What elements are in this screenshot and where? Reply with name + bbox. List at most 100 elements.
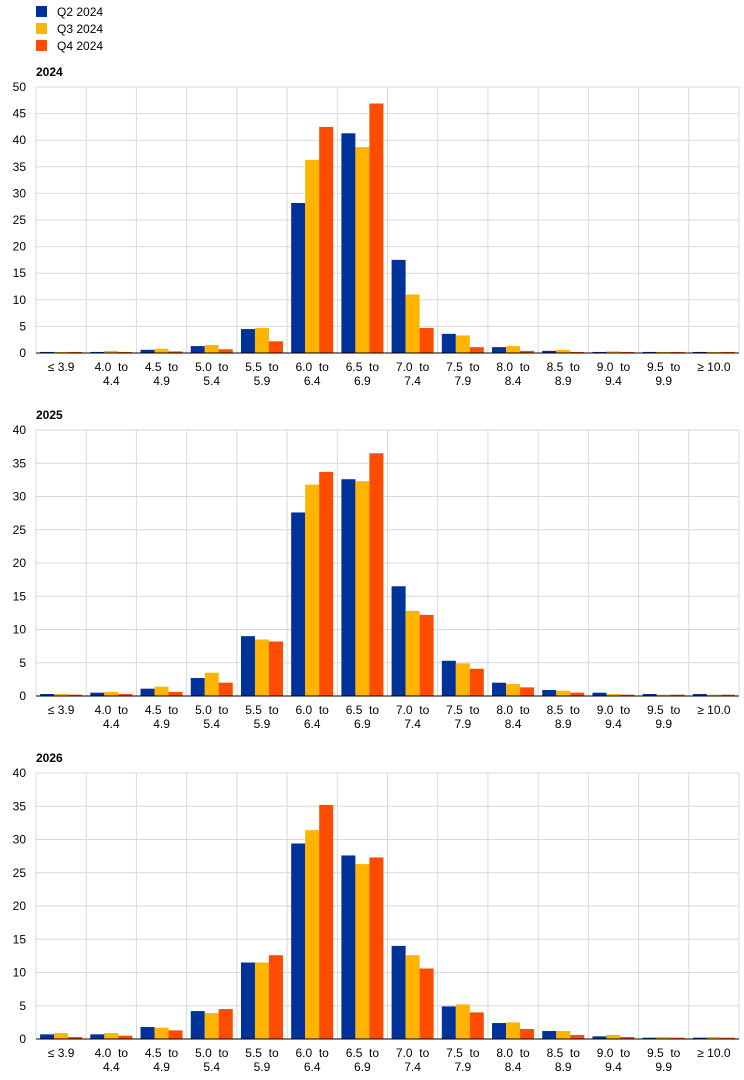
- bar-q2-2024: [240, 962, 255, 1039]
- bar-q4-2024: [520, 1029, 535, 1039]
- x-tick-label: 8.9: [555, 374, 572, 388]
- y-tick-label: 5: [19, 656, 26, 670]
- x-tick-label: 4.4: [103, 1060, 120, 1074]
- bar-q3-2024: [706, 1037, 721, 1039]
- x-tick-label: 5.9: [254, 1060, 271, 1074]
- bar-q2-2024: [90, 692, 105, 696]
- bar-q4-2024: [570, 1035, 585, 1039]
- y-tick-label: 5: [19, 999, 26, 1013]
- y-tick-label: 10: [13, 293, 27, 307]
- bar-q4-2024: [520, 350, 535, 353]
- x-tick-label: 9.5 to: [647, 360, 681, 374]
- x-tick-label: 5.0 to: [195, 1046, 229, 1060]
- x-tick-label: 7.5 to: [446, 1046, 480, 1060]
- bar-q3-2024: [355, 864, 370, 1039]
- y-tick-label: 0: [19, 1032, 26, 1046]
- bar-q3-2024: [405, 955, 420, 1039]
- x-tick-label: 9.9: [655, 717, 672, 731]
- x-tick-label: 6.0 to: [295, 360, 329, 374]
- bar-q2-2024: [40, 694, 55, 696]
- bar-q3-2024: [54, 1033, 69, 1039]
- bar-q2-2024: [391, 259, 406, 353]
- x-tick-label: 6.4: [304, 1060, 321, 1074]
- y-tick-label: 35: [13, 160, 27, 174]
- x-tick-label: ≤ 3.9: [48, 360, 75, 374]
- x-tick-label: ≤ 3.9: [48, 703, 75, 717]
- bar-q4-2024: [369, 453, 384, 696]
- bar-q4-2024: [419, 327, 434, 353]
- bar-q4-2024: [68, 694, 83, 696]
- bar-q2-2024: [291, 843, 306, 1039]
- bar-q3-2024: [104, 1033, 119, 1039]
- bar-q4-2024: [369, 857, 384, 1039]
- bar-q3-2024: [254, 962, 269, 1039]
- x-tick-label: 9.9: [655, 374, 672, 388]
- x-tick-label: 5.9: [254, 374, 271, 388]
- x-tick-label: 7.0 to: [396, 703, 430, 717]
- bar-q2-2024: [492, 1023, 507, 1039]
- legend-label-q2-2024: Q2 2024: [57, 4, 104, 19]
- bar-q3-2024: [355, 147, 370, 353]
- x-tick-label: 6.0 to: [295, 703, 329, 717]
- legend-swatch-q4-2024: [36, 40, 47, 51]
- bar-q2-2024: [642, 694, 657, 696]
- bar-q2-2024: [240, 636, 255, 696]
- bar-q2-2024: [90, 1034, 105, 1039]
- bar-q3-2024: [556, 1031, 571, 1039]
- x-tick-label: 6.4: [304, 717, 321, 731]
- x-tick-label: 4.5 to: [145, 360, 179, 374]
- x-tick-label: 6.4: [304, 374, 321, 388]
- bar-q4-2024: [620, 1037, 635, 1039]
- x-tick-label: 5.5 to: [245, 360, 279, 374]
- bar-q2-2024: [692, 1037, 707, 1039]
- bar-q3-2024: [706, 694, 721, 696]
- bar-q2-2024: [291, 202, 306, 353]
- bar-q4-2024: [620, 351, 635, 353]
- bar-q3-2024: [104, 692, 119, 696]
- bar-q4-2024: [268, 955, 283, 1039]
- x-tick-label: 9.4: [605, 717, 622, 731]
- bar-q3-2024: [455, 335, 470, 353]
- bar-q4-2024: [469, 668, 484, 696]
- y-tick-label: 10: [13, 966, 27, 980]
- bar-q4-2024: [670, 694, 685, 696]
- x-tick-label: 7.4: [404, 1060, 421, 1074]
- x-tick-label: 5.5 to: [245, 1046, 279, 1060]
- y-tick-label: 30: [13, 833, 27, 847]
- bar-q4-2024: [469, 347, 484, 353]
- bar-q2-2024: [341, 479, 356, 696]
- bar-q2-2024: [140, 1027, 155, 1039]
- bar-q4-2024: [319, 471, 334, 696]
- bar-q2-2024: [140, 688, 155, 696]
- bar-q2-2024: [341, 133, 356, 353]
- x-tick-label: 7.5 to: [446, 360, 480, 374]
- y-tick-label: 35: [13, 799, 27, 813]
- bar-q2-2024: [642, 1037, 657, 1039]
- x-tick-label: 8.0 to: [496, 703, 530, 717]
- bar-q2-2024: [190, 1011, 205, 1039]
- bar-q4-2024: [168, 351, 183, 353]
- bar-q2-2024: [592, 351, 607, 353]
- x-tick-label: ≤ 3.9: [48, 1046, 75, 1060]
- bar-q4-2024: [670, 351, 685, 353]
- legend-label-q3-2024: Q3 2024: [57, 21, 104, 36]
- legend-item-q2-2024: Q2 2024: [36, 3, 103, 20]
- x-tick-label: 6.5 to: [346, 360, 380, 374]
- legend-swatch-q3-2024: [36, 23, 47, 34]
- bar-q4-2024: [419, 968, 434, 1039]
- y-tick-label: 5: [19, 319, 26, 333]
- bar-q4-2024: [168, 692, 183, 696]
- x-tick-label: 4.5 to: [145, 1046, 179, 1060]
- bar-q3-2024: [656, 1037, 671, 1039]
- bar-q3-2024: [305, 484, 320, 696]
- bar-q4-2024: [218, 682, 233, 696]
- x-tick-label: 8.5 to: [547, 703, 581, 717]
- x-tick-label: 5.4: [203, 374, 220, 388]
- bar-q3-2024: [204, 672, 219, 696]
- bar-q3-2024: [204, 1013, 219, 1039]
- bar-q3-2024: [254, 639, 269, 696]
- x-tick-label: 5.4: [203, 1060, 220, 1074]
- x-tick-label: 8.0 to: [496, 1046, 530, 1060]
- bar-q3-2024: [606, 694, 621, 696]
- bar-q3-2024: [54, 351, 69, 353]
